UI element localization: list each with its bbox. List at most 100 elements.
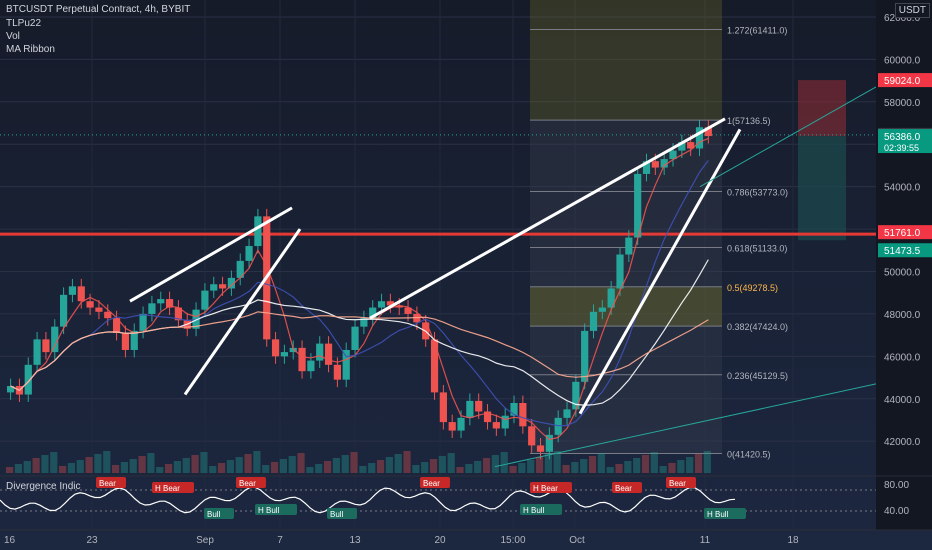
divergence-label: H Bull [523, 506, 545, 515]
trendline [578, 128, 742, 415]
candle-body [660, 159, 668, 168]
volume-bar [85, 457, 93, 473]
oscillator-tick: 80.00 [884, 480, 909, 491]
currency-tag[interactable]: USDT [894, 3, 930, 18]
x-tick-label: 7 [277, 535, 283, 546]
volume-bar [429, 459, 438, 473]
volume-bar [686, 457, 694, 473]
candle-body [157, 299, 165, 304]
divergence-label-bg [420, 477, 450, 488]
indicator-vol[interactable]: Vol [6, 31, 20, 42]
candle-body [245, 246, 253, 261]
symbol-title[interactable]: BTCUSDT Perpetual Contract, 4h, BYBIT [6, 4, 191, 15]
divergence-label: H Bear [155, 484, 180, 493]
candle-body [68, 286, 77, 295]
volume-bar [209, 466, 217, 473]
volume-bar [23, 461, 31, 473]
candle-body [210, 284, 218, 291]
volume-bar [456, 467, 464, 473]
candle-body [7, 386, 15, 393]
candle-body [324, 343, 333, 365]
candle-body [404, 307, 412, 314]
candle-body [413, 313, 421, 323]
indicator-tlpu22[interactable]: TLPu22 [6, 18, 42, 29]
volume-bar [253, 451, 261, 473]
candle-body [254, 216, 262, 247]
volume-bar [518, 463, 526, 473]
divergence-label: H Bull [258, 506, 280, 515]
volume-bar [94, 454, 102, 473]
fib-level-label: 0.618(51133.0) [727, 243, 787, 253]
volume-bar [226, 460, 234, 473]
candle-body [669, 150, 677, 160]
trendline [183, 228, 302, 396]
candle-body [280, 352, 288, 357]
divergence-label: Bear [423, 479, 440, 488]
divergence-label-bg [152, 482, 194, 493]
candle-body [165, 299, 174, 308]
candle-body [704, 127, 712, 137]
volume-bar [306, 467, 314, 473]
y-tick-label: 50000.0 [884, 267, 921, 278]
fib-level-label: 0.382(47424.0) [727, 322, 788, 332]
candle-body [519, 403, 527, 427]
candle-body [528, 426, 536, 446]
candle-body [201, 290, 209, 310]
volume-bar [138, 456, 146, 473]
volume-bar [6, 467, 14, 473]
moving-average-line [10, 137, 709, 441]
candle-body [289, 347, 297, 353]
oscillator-title[interactable]: Divergence Indic [6, 481, 81, 492]
volume-bar [279, 459, 287, 473]
candle-body [86, 301, 94, 308]
volume-bar [323, 461, 332, 473]
candle-body [104, 311, 112, 319]
candle-body [651, 161, 659, 168]
candle-body [563, 409, 571, 418]
y-tick-label: 54000.0 [884, 183, 921, 194]
candle-body [607, 288, 615, 308]
divergence-label: Bear [239, 479, 256, 488]
volume-bar [200, 452, 208, 473]
candle-body [174, 307, 183, 321]
candle-body [466, 400, 474, 418]
candle-body [377, 301, 386, 308]
fib-level-label: 0.236(45129.5) [727, 371, 788, 381]
candle-body [581, 330, 589, 382]
candle-body [439, 392, 447, 423]
divergence-label: H Bull [707, 510, 729, 519]
volume-bar [465, 464, 473, 473]
candle-body [139, 313, 147, 331]
x-tick-label: 20 [434, 535, 446, 546]
candle-body [475, 400, 483, 412]
price-tag-label: 59024.0 [884, 76, 921, 87]
volume-bar [535, 457, 544, 473]
candle-body [271, 339, 280, 357]
channel-trendline [699, 86, 877, 188]
price-tag-label: 51761.0 [884, 228, 921, 239]
volume-bar [703, 451, 711, 473]
indicator-ma-ribbon[interactable]: MA Ribbon [6, 44, 55, 55]
candle-body [430, 339, 439, 393]
x-tick-label: 18 [787, 535, 799, 546]
candle-body [678, 142, 686, 151]
volume-bar [394, 454, 402, 473]
volume-bar [668, 463, 676, 473]
volume-bar [544, 454, 552, 473]
x-tick-label: Oct [569, 535, 585, 546]
candle-body [218, 284, 227, 289]
candle-body [369, 307, 377, 319]
candle-body [307, 360, 315, 372]
candle-body [536, 445, 545, 452]
y-tick-label: 58000.0 [884, 98, 921, 109]
volume-bar [359, 466, 367, 473]
volume-bar [527, 460, 535, 473]
volume-bar [156, 467, 164, 473]
divergence-label-bg [612, 482, 642, 493]
candle-body [59, 294, 68, 327]
y-tick-label: 44000.0 [884, 395, 921, 406]
volume-bar [641, 455, 650, 473]
volume-bar [164, 464, 173, 473]
volume-bar [421, 462, 429, 473]
